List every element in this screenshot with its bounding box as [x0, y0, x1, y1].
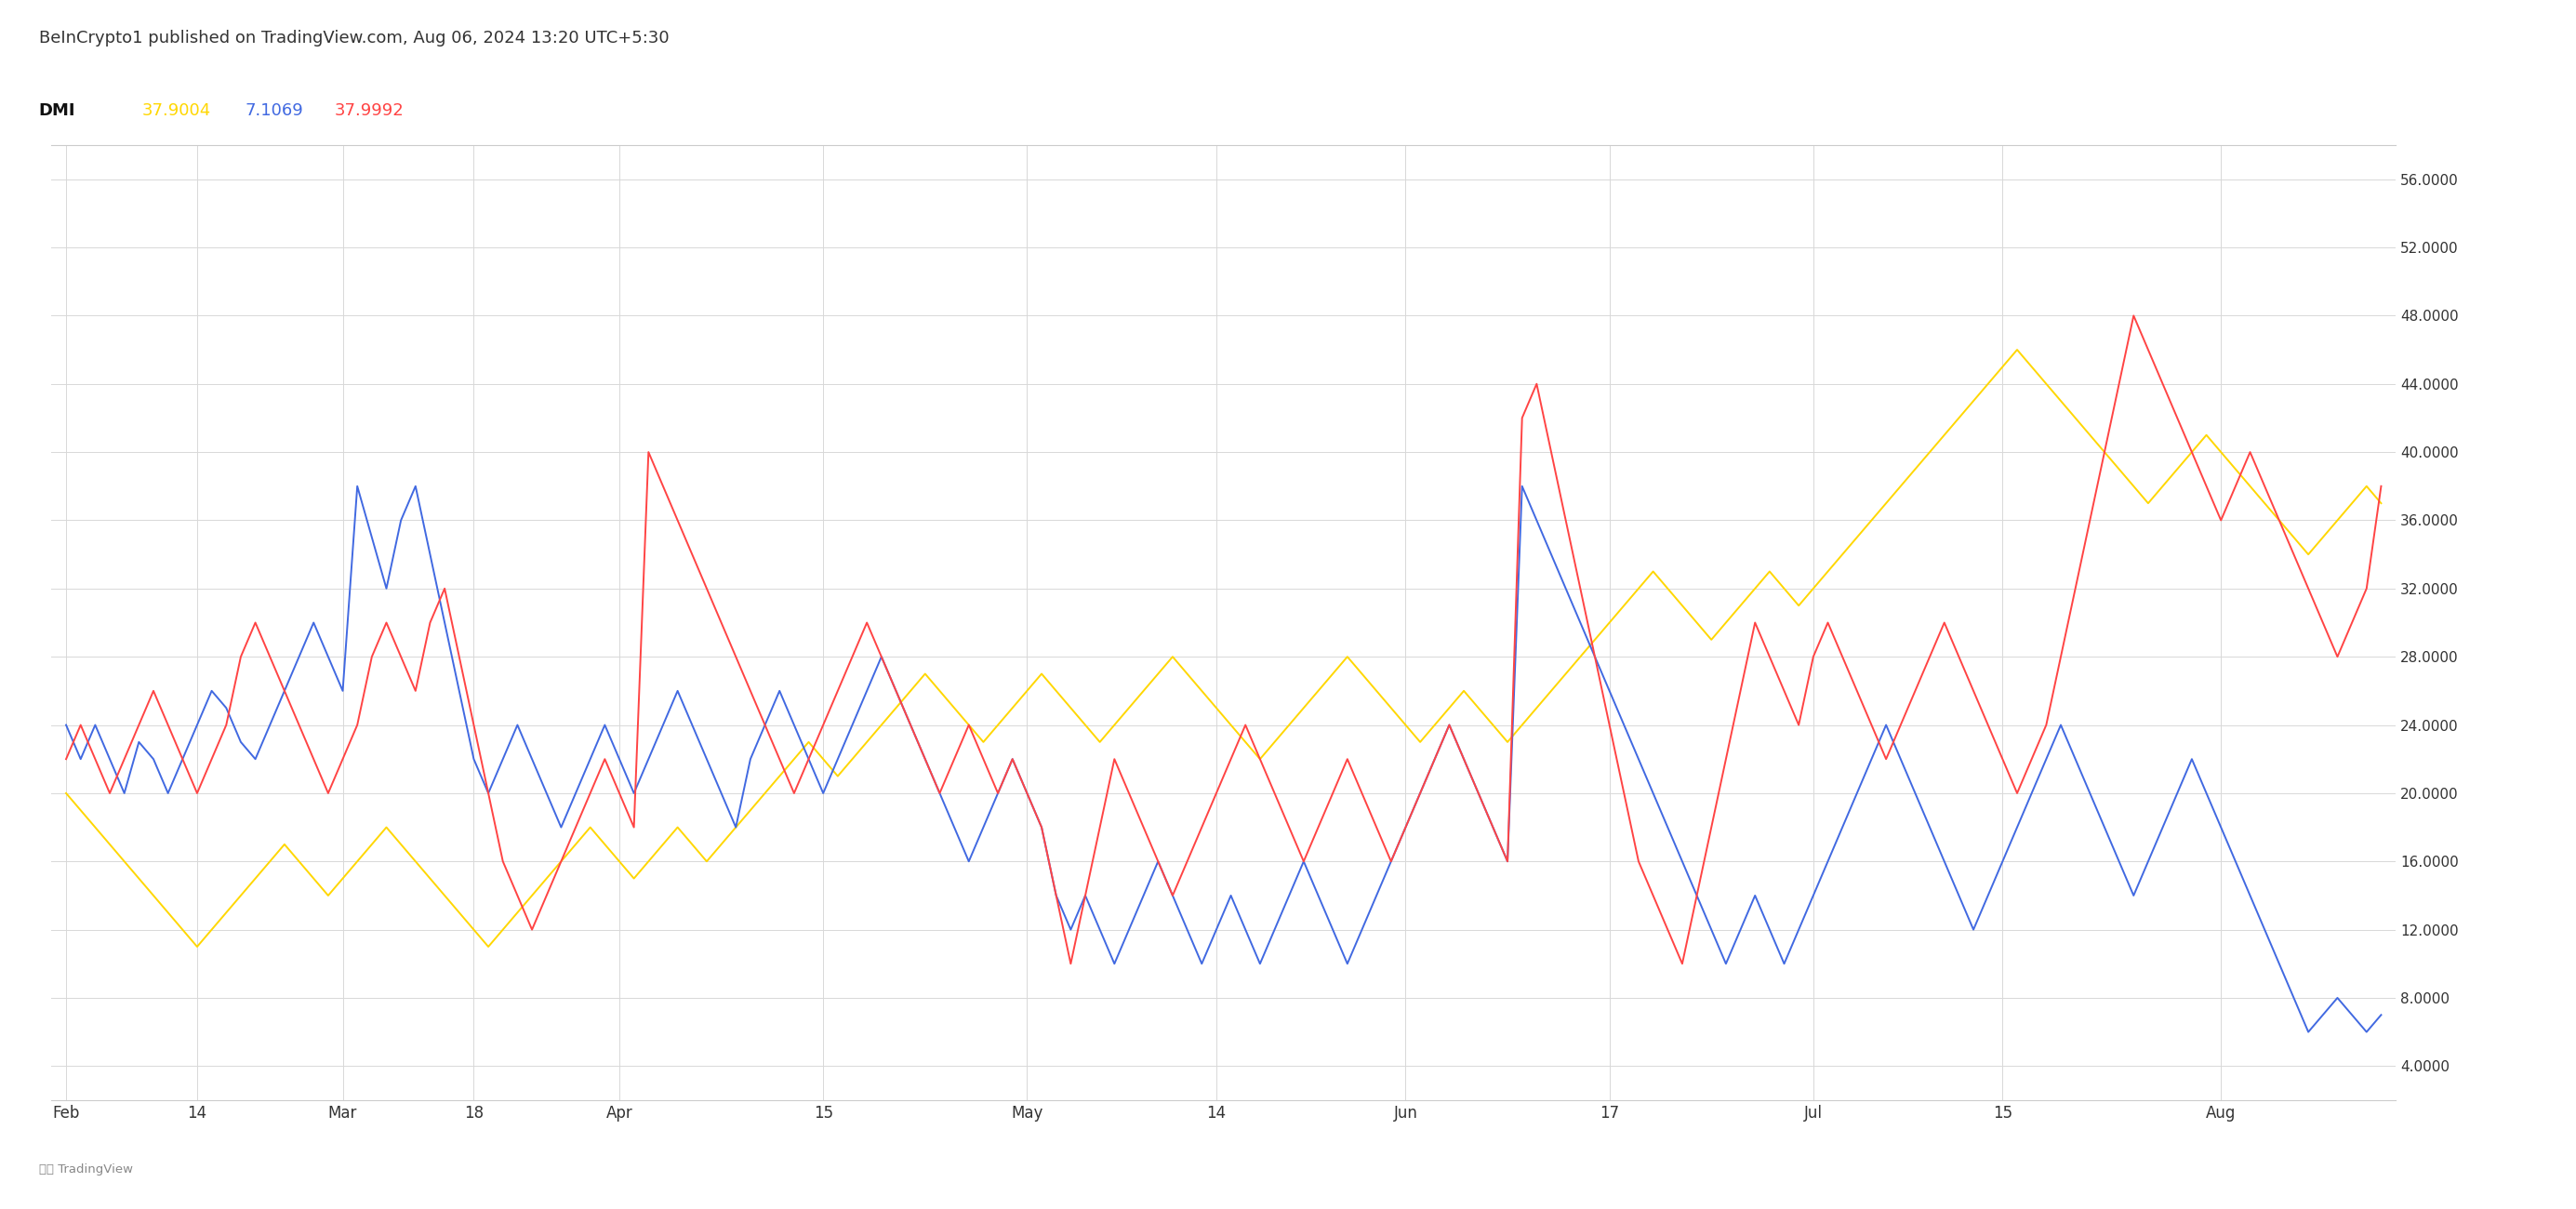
Text: 37.9992: 37.9992 — [335, 103, 404, 120]
Text: BeInCrypto1 published on TradingView.com, Aug 06, 2024 13:20 UTC+5:30: BeInCrypto1 published on TradingView.com… — [39, 30, 670, 47]
Text: 🆃🆅 TradingView: 🆃🆅 TradingView — [39, 1163, 131, 1175]
Text: 37.9004: 37.9004 — [142, 103, 211, 120]
Text: 7.1069: 7.1069 — [245, 103, 304, 120]
Text: DMI: DMI — [39, 103, 75, 120]
